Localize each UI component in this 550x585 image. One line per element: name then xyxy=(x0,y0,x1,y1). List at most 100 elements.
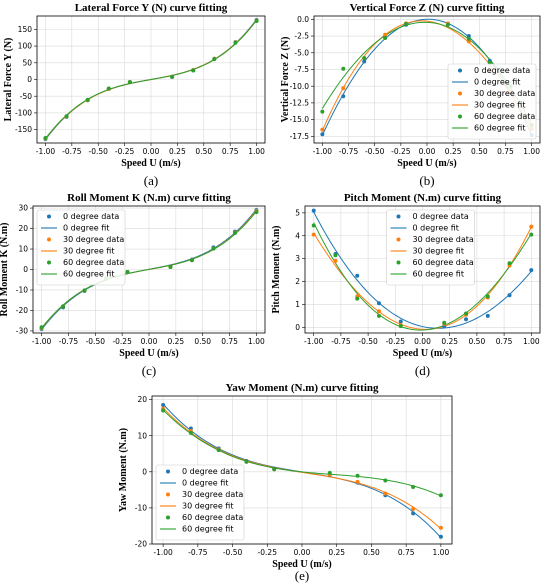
legend-entry: 60 degree fit xyxy=(474,124,525,133)
x-tick-label: 0.75 xyxy=(398,548,415,557)
y-tick-label: -7.5 xyxy=(294,65,309,74)
data-point-0deg xyxy=(464,317,469,322)
data-point-60deg xyxy=(320,109,325,114)
legend-entry: 0 degree data xyxy=(413,212,469,221)
data-point-60deg xyxy=(311,223,316,228)
x-tick-label: 0.50 xyxy=(469,337,486,346)
data-point-60deg xyxy=(211,246,216,251)
x-tick-label: -0.75 xyxy=(331,337,351,346)
chart-d-title: Pitch Moment (N.m) curve fitting xyxy=(344,192,502,204)
y-tick-label: 4 xyxy=(295,231,300,240)
x-tick-label: 1.00 xyxy=(523,337,540,346)
data-point-60deg xyxy=(404,22,409,27)
y-tick-label: 5 xyxy=(295,208,300,217)
y-axis-label: Lateral Force Y (N) xyxy=(3,38,14,122)
x-tick-label: 0.75 xyxy=(222,147,239,156)
fit-line-60deg xyxy=(162,409,442,497)
data-point-0deg xyxy=(320,132,325,137)
data-point-60deg xyxy=(191,68,196,73)
data-point-60deg xyxy=(383,36,388,41)
legend-entry: 60 degree fit xyxy=(182,525,233,534)
y-axis-label: Roll Moment K (N.m) xyxy=(0,223,10,317)
chart-e-caption: (e) xyxy=(295,568,309,583)
data-point-60deg xyxy=(161,408,166,413)
x-tick-label: -1.00 xyxy=(313,147,333,156)
x-tick-label: 0.00 xyxy=(419,147,436,156)
data-point-60deg xyxy=(212,57,217,62)
data-point-60deg xyxy=(507,261,512,266)
y-tick-label: -150 xyxy=(15,125,32,134)
data-point-30deg xyxy=(311,232,316,237)
chart-a-title: Lateral Force Y (N) curve fitting xyxy=(75,2,228,14)
data-point-60deg xyxy=(485,294,490,299)
data-point-0deg xyxy=(398,319,403,324)
data-point-0deg xyxy=(376,301,381,306)
legend-entry: 0 degree fit xyxy=(63,224,109,233)
y-tick-label: 100 xyxy=(18,42,33,51)
legend-box xyxy=(155,464,245,541)
data-point-0deg xyxy=(529,268,534,273)
fit-line-0deg xyxy=(313,211,532,329)
x-tick-label: 0.50 xyxy=(195,147,212,156)
x-axis-label: Speed U (m/s) xyxy=(121,158,180,169)
y-tick-label: 20 xyxy=(18,224,28,233)
chart-b-caption: (b) xyxy=(419,173,434,188)
data-point-0deg xyxy=(438,534,443,539)
data-point-60deg xyxy=(411,484,416,489)
data-point-60deg xyxy=(438,493,443,498)
legend-marker xyxy=(396,214,401,219)
data-point-30deg xyxy=(383,32,388,37)
data-point-30deg xyxy=(376,309,381,314)
x-tick-label: -0.75 xyxy=(59,337,79,346)
x-tick-label: -0.50 xyxy=(358,337,378,346)
x-tick-label: 0.00 xyxy=(141,337,158,346)
legend-marker xyxy=(396,260,401,265)
x-tick-label: -1.00 xyxy=(36,147,56,156)
x-axis-label: Speed U (m/s) xyxy=(393,348,452,359)
x-tick-label: 0.25 xyxy=(168,337,185,346)
data-point-60deg xyxy=(127,80,132,85)
plot-frame xyxy=(151,395,453,545)
y-tick-label: -2.5 xyxy=(294,32,309,41)
legend-entry: 30 degree fit xyxy=(182,502,233,511)
y-tick-label: -100 xyxy=(15,109,32,118)
data-point-60deg xyxy=(188,430,193,435)
x-tick-label: 0.00 xyxy=(294,548,311,557)
legend-marker xyxy=(166,469,170,474)
y-tick-label: 150 xyxy=(18,25,33,34)
chart-e-title: Yaw Moment (N.m) curve fitting xyxy=(225,382,379,394)
x-tick-label: 0.50 xyxy=(194,337,211,346)
fit-line-60deg xyxy=(313,222,532,331)
y-tick-label: -10.0 xyxy=(290,82,310,91)
x-tick-label: 0.50 xyxy=(363,548,380,557)
data-point-60deg xyxy=(232,231,237,236)
legend-marker xyxy=(47,214,51,219)
y-tick-label: 10 xyxy=(18,245,28,254)
legend-marker xyxy=(47,237,51,242)
x-tick-label: -0.25 xyxy=(115,147,135,156)
data-point-60deg xyxy=(445,22,450,27)
data-point-60deg xyxy=(233,40,238,45)
chart-b-title: Vertical Force Z (N) curve fitting xyxy=(350,2,505,14)
y-tick-label: 2 xyxy=(295,277,300,286)
legend-entry: 0 degree data xyxy=(182,467,238,476)
x-tick-label: -0.50 xyxy=(365,147,385,156)
data-point-30deg xyxy=(383,491,388,496)
data-point-60deg xyxy=(254,210,259,215)
legend-marker xyxy=(458,91,462,96)
data-point-60deg xyxy=(398,324,403,329)
y-tick-label: 0 xyxy=(27,75,32,84)
y-tick-label: -12.5 xyxy=(290,98,310,107)
chart-a-caption: (a) xyxy=(144,173,158,188)
legend-entry: 30 degree fit xyxy=(413,247,464,256)
y-axis-label: Yaw Moment (N.m) xyxy=(118,428,129,512)
data-point-30deg xyxy=(333,258,338,263)
data-point-0deg xyxy=(485,313,490,318)
x-tick-label: -0.50 xyxy=(223,548,243,557)
x-tick-label: 0.75 xyxy=(497,147,514,156)
y-tick-label: -50 xyxy=(20,92,32,101)
chart-d-caption: (d) xyxy=(415,363,430,378)
y-tick-label: 0.0 xyxy=(297,15,309,24)
legend-marker xyxy=(166,492,170,497)
plot-frame xyxy=(32,205,266,334)
